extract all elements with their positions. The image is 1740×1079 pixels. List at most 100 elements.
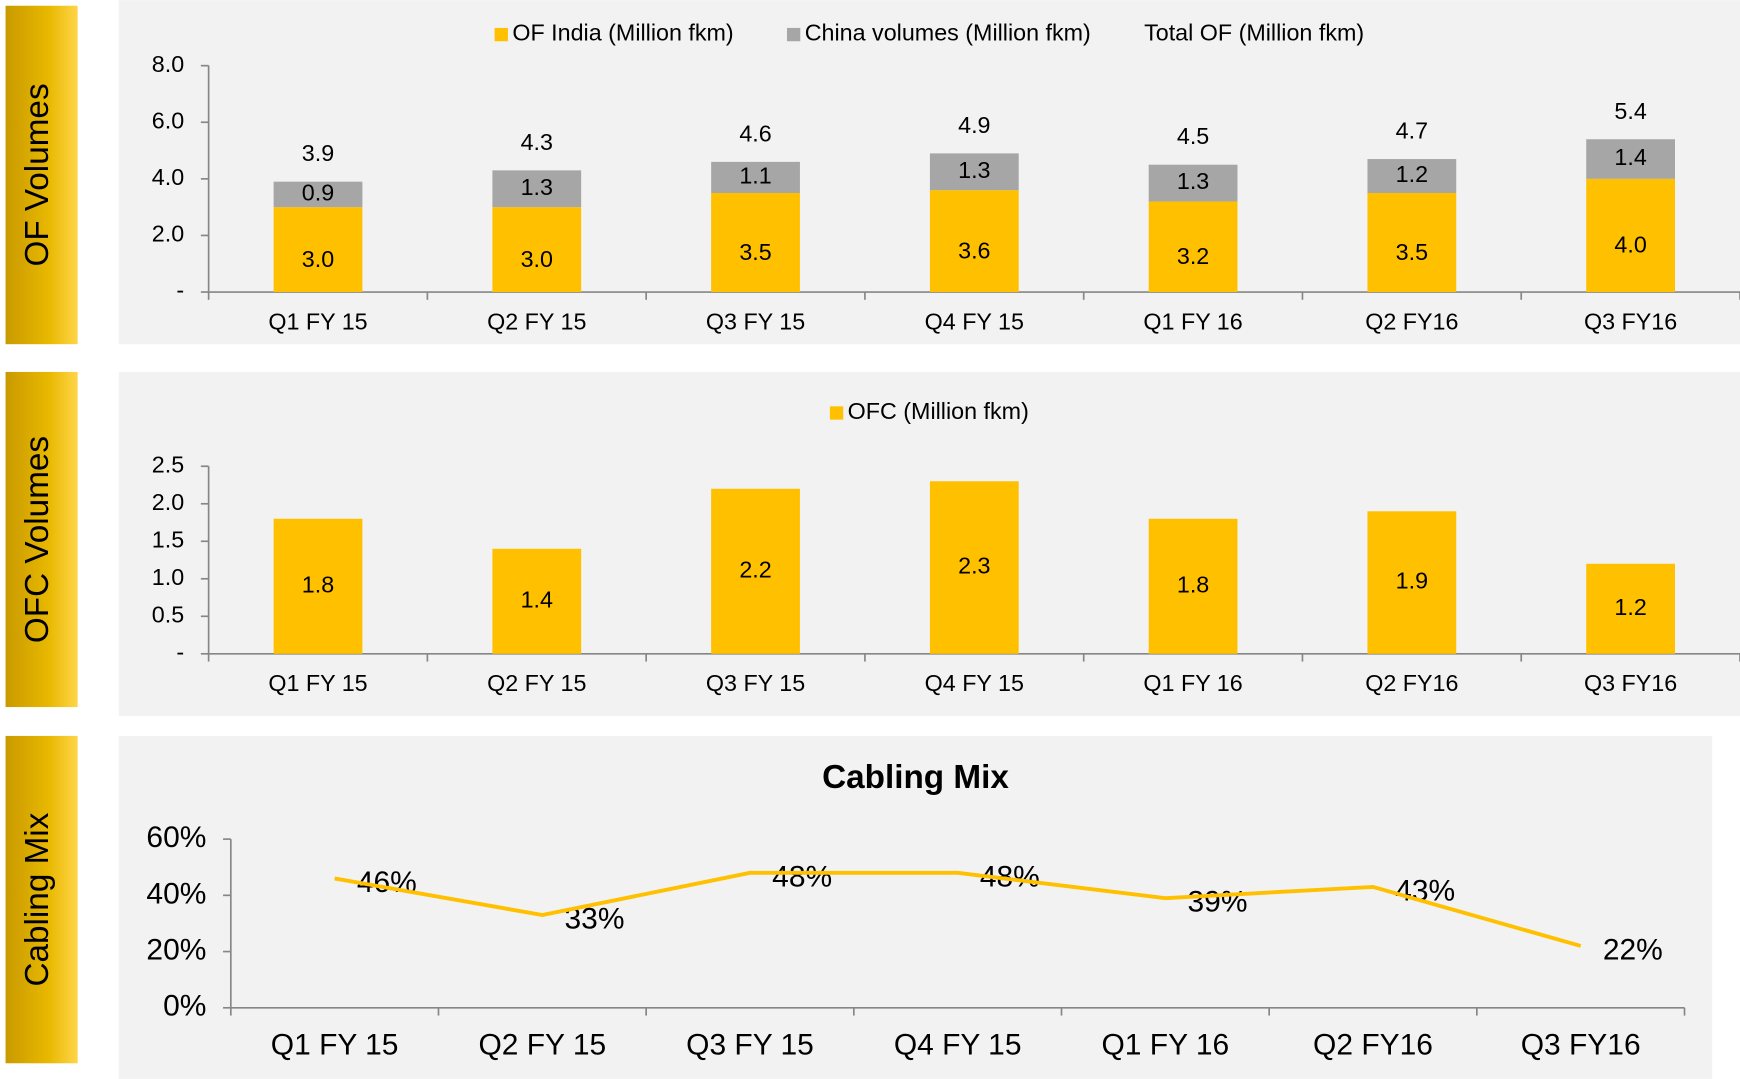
total-label: 4.3 xyxy=(521,129,553,155)
data-label: 1.3 xyxy=(521,174,553,200)
data-label: 3.0 xyxy=(302,246,334,272)
legend-label: OFC (Million fkm) xyxy=(848,398,1029,424)
bar-segment xyxy=(1586,139,1676,179)
data-label: 4.0 xyxy=(1614,232,1646,258)
data-label: 22% xyxy=(1603,933,1663,966)
y-tick-label: 6.0 xyxy=(152,107,184,133)
total-label: 3.9 xyxy=(302,140,334,166)
data-label: 1.8 xyxy=(1177,571,1209,597)
legend-label: China volumes (Million fkm) xyxy=(805,20,1091,46)
bar xyxy=(273,518,363,654)
section-label: Cabling Mix xyxy=(19,812,56,986)
x-tick-label: Q3 FY 15 xyxy=(706,670,805,696)
data-label: 3.6 xyxy=(958,237,990,263)
legend-swatch xyxy=(786,27,801,42)
section-tab xyxy=(5,735,78,1064)
y-tick-label: 8.0 xyxy=(152,51,184,77)
data-label: 1.8 xyxy=(302,571,334,597)
y-tick-label: - xyxy=(176,639,184,665)
x-tick-label: Q1 FY 16 xyxy=(1143,670,1242,696)
data-label: 1.4 xyxy=(1614,144,1646,170)
section-tab xyxy=(5,5,78,345)
line xyxy=(334,870,1582,948)
y-tick-label: 60% xyxy=(146,821,206,854)
x-tick-label: Q3 FY 15 xyxy=(706,308,805,334)
section-label: OF Volumes xyxy=(19,83,56,266)
data-label: 1.3 xyxy=(1177,168,1209,194)
bar-segment xyxy=(711,192,800,293)
x-tick-label: Q1 FY 16 xyxy=(1143,308,1242,334)
x-tick-label: Q4 FY 15 xyxy=(925,670,1024,696)
bar-segment xyxy=(929,153,1019,191)
bar xyxy=(492,548,582,654)
data-label: 1.9 xyxy=(1396,568,1428,594)
x-tick-label: Q1 FY 15 xyxy=(271,1029,399,1062)
data-label: 3.5 xyxy=(739,239,771,265)
bar-segment xyxy=(1148,201,1238,293)
x-tick-label: Q3 FY 15 xyxy=(686,1029,814,1062)
total-label: 4.6 xyxy=(739,120,771,146)
y-tick-label: 2.5 xyxy=(152,451,184,477)
data-label: 2.3 xyxy=(958,553,990,579)
data-label: 1.4 xyxy=(521,586,553,612)
y-tick-label: 1.0 xyxy=(152,564,184,590)
data-label: 3.2 xyxy=(1177,243,1209,269)
data-label: 39% xyxy=(1188,886,1248,919)
x-tick-label: Q2 FY16 xyxy=(1313,1029,1433,1062)
legend-label: Total OF (Million fkm) xyxy=(1144,20,1364,46)
data-label: 3.5 xyxy=(1396,239,1428,265)
bar-segment xyxy=(492,207,582,293)
bar-segment xyxy=(1367,159,1457,193)
bar-segment xyxy=(1148,164,1238,202)
data-label: 1.2 xyxy=(1396,161,1428,187)
bar-segment xyxy=(1586,178,1676,293)
x-tick-label: Q2 FY16 xyxy=(1365,308,1458,334)
bar-segment xyxy=(273,207,363,293)
y-tick-label: 2.0 xyxy=(152,221,184,247)
data-label: 1.3 xyxy=(958,157,990,183)
x-tick-label: Q1 FY 15 xyxy=(268,670,367,696)
data-label: 0.9 xyxy=(302,180,334,206)
x-tick-label: Q3 FY16 xyxy=(1584,308,1677,334)
legend-swatch xyxy=(829,406,844,420)
bar xyxy=(1586,563,1676,654)
x-tick-label: Q2 FY16 xyxy=(1365,670,1458,696)
panel-background xyxy=(118,371,1740,716)
chart-title: Cabling Mix xyxy=(822,759,1009,796)
bar xyxy=(1148,518,1238,654)
bar-segment xyxy=(273,181,363,208)
y-tick-label: 40% xyxy=(146,877,206,910)
y-tick-label: 4.0 xyxy=(152,164,184,190)
x-tick-label: Q2 FY 15 xyxy=(487,308,586,334)
y-tick-label: - xyxy=(176,277,184,303)
x-tick-label: Q1 FY 15 xyxy=(268,308,367,334)
y-tick-label: 1.5 xyxy=(152,526,184,552)
total-label: 5.4 xyxy=(1614,98,1646,124)
total-label: 4.5 xyxy=(1177,123,1209,149)
x-tick-label: Q4 FY 15 xyxy=(925,308,1024,334)
y-tick-label: 2.0 xyxy=(152,489,184,515)
bar xyxy=(929,481,1019,654)
y-tick-label: 20% xyxy=(146,933,206,966)
x-tick-label: Q2 FY 15 xyxy=(487,670,586,696)
panel-background xyxy=(118,0,1740,345)
section-label: OFC Volumes xyxy=(19,436,56,643)
bar-segment xyxy=(929,190,1019,293)
total-label: 4.9 xyxy=(958,112,990,138)
x-tick-label: Q1 FY 16 xyxy=(1102,1029,1230,1062)
data-label: 48% xyxy=(772,860,832,893)
bar-segment xyxy=(492,170,582,208)
bar xyxy=(711,488,800,654)
section-tab xyxy=(5,371,78,708)
total-label: 4.7 xyxy=(1396,118,1428,144)
x-tick-label: Q3 FY16 xyxy=(1584,670,1677,696)
x-tick-label: Q3 FY16 xyxy=(1521,1029,1641,1062)
legend-swatch xyxy=(494,27,508,42)
data-label: 1.1 xyxy=(739,163,771,189)
legend: OF India (Million fkm) China volumes (Mil… xyxy=(494,20,1364,46)
bar-segment xyxy=(711,161,800,193)
x-tick-label: Q2 FY 15 xyxy=(478,1029,606,1062)
x-tick-label: Q4 FY 15 xyxy=(894,1029,1022,1062)
data-label: 1.2 xyxy=(1614,594,1646,620)
